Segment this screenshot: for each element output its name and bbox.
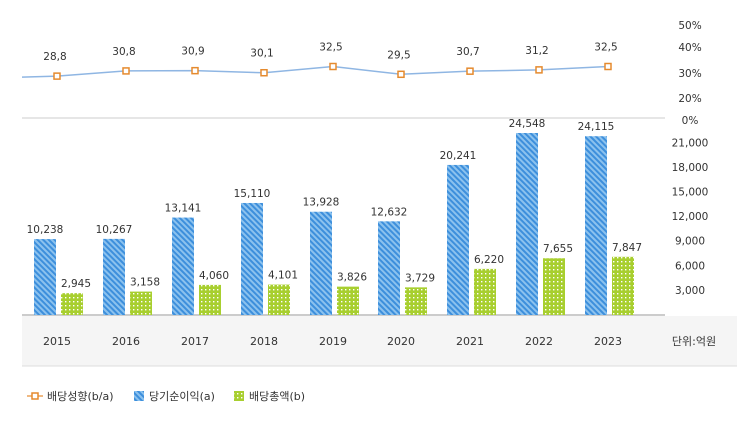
x-axis-label: 2017 — [181, 335, 209, 348]
payout-ratio-value-label: 31,2 — [525, 45, 548, 57]
net-income-bar — [447, 164, 469, 315]
net-income-bar — [103, 238, 125, 315]
net-income-value-label: 24,548 — [509, 118, 546, 130]
legend-marker-swatch — [31, 392, 39, 400]
x-axis-label: 2016 — [112, 335, 140, 348]
dividend-total-value-label: 4,060 — [199, 270, 229, 282]
dividend-total-value-label: 2,945 — [61, 278, 91, 290]
net-income-bar — [310, 211, 332, 315]
y-axis-bottom-ticks: 21,000 18,000 15,000 12,000 9,000 6,000 3,000 — [672, 137, 709, 297]
x-axis-labels: 2015 2016 2017 2018 2019 2020 2021 2022 2023 — [43, 335, 622, 348]
dividend-total-value-label: 7,655 — [543, 243, 573, 255]
legend-hatch-swatch — [134, 391, 144, 401]
payout-ratio-point — [329, 62, 337, 71]
payout-ratio-point — [53, 72, 61, 80]
net-income-value-label: 13,141 — [165, 203, 202, 215]
payout-ratio-value-label: 32,5 — [594, 42, 617, 54]
dividend-total-bars — [61, 256, 634, 315]
dividend-total-value-label: 6,220 — [474, 254, 504, 266]
legend: 배당성향(b/a) 당기순이익(a) 배당총액(b) — [27, 390, 305, 403]
bar-value-labels: 10,238 2,945 10,267 3,158 13,141 4,060 15,110 4… — [27, 118, 642, 290]
y-top-tick-label: 30% — [678, 68, 701, 80]
payout-ratio-value-label: 30,8 — [112, 46, 135, 58]
legend-dots-swatch — [234, 391, 244, 401]
dividend-total-bar — [130, 291, 152, 315]
dividend-total-value-label: 7,847 — [612, 242, 642, 254]
payout-ratio-value-label: 30,1 — [250, 48, 273, 60]
dividend-total-value-label: 3,826 — [337, 272, 367, 284]
payout-ratio-value-label: 30,9 — [181, 46, 204, 58]
dividend-total-bar — [612, 256, 634, 315]
x-axis-label: 2018 — [250, 335, 278, 348]
net-income-bar — [585, 136, 607, 315]
y-bottom-tick-label: 3,000 — [675, 285, 705, 297]
dividend-total-bar — [61, 293, 83, 315]
legend-item-dividend-total: 배당총액(b) — [234, 390, 305, 403]
net-income-value-label: 10,267 — [96, 224, 133, 236]
payout-ratio-point — [535, 66, 543, 74]
unit-label: 단위:억원 — [672, 335, 716, 348]
payout-ratio-value-label: 30,7 — [456, 46, 479, 58]
y-bottom-tick-label: 12,000 — [672, 211, 709, 223]
x-axis-label: 2021 — [456, 335, 484, 348]
x-axis-label: 2020 — [387, 335, 415, 348]
dividend-total-value-label: 4,101 — [268, 270, 298, 282]
net-income-value-label: 20,241 — [440, 150, 477, 162]
dividend-total-value-label: 3,729 — [405, 272, 435, 284]
net-income-bars — [34, 133, 607, 315]
payout-ratio-point — [397, 70, 405, 79]
payout-ratio-point — [604, 62, 612, 71]
payout-ratio-line — [21, 65, 609, 78]
payout-ratio-value-label: 28,8 — [43, 51, 66, 63]
y-bottom-tick-label: 9,000 — [675, 236, 705, 248]
dividend-total-value-label: 3,158 — [130, 277, 160, 289]
y-top-tick-label: 50% — [678, 20, 701, 32]
payout-ratio-point — [260, 68, 268, 77]
legend-item-payout-ratio: 배당성향(b/a) — [27, 390, 114, 403]
net-income-bar — [172, 217, 194, 315]
dividend-total-bar — [337, 286, 359, 315]
legend-label-payout-ratio: 배당성향(b/a) — [47, 390, 114, 403]
y-top-tick-label: 40% — [678, 42, 701, 54]
plot-frame — [22, 117, 737, 367]
y-top-tick-label: 0% — [682, 115, 699, 127]
y-bottom-tick-label: 6,000 — [675, 260, 705, 272]
payout-ratio-value-label: 29,5 — [387, 49, 410, 61]
y-bottom-tick-label: 15,000 — [672, 187, 709, 199]
dividend-total-bar — [474, 268, 496, 315]
net-income-value-label: 13,928 — [303, 197, 340, 209]
x-axis-label: 2022 — [525, 335, 553, 348]
net-income-value-label: 10,238 — [27, 224, 64, 236]
net-income-value-label: 12,632 — [371, 206, 408, 218]
payout-ratio-series: 28,8 30,8 30,9 30,1 32,5 29,5 30,7 31,2 32,5 — [21, 42, 618, 80]
dividend-total-bar — [405, 287, 427, 315]
legend-label-net-income: 당기순이익(a) — [149, 390, 215, 403]
legend-item-net-income: 당기순이익(a) — [134, 390, 215, 403]
net-income-value-label: 24,115 — [578, 121, 615, 133]
payout-ratio-point — [122, 67, 130, 75]
payout-ratio-point — [191, 66, 199, 75]
net-income-value-label: 15,110 — [234, 188, 271, 200]
x-axis-label: 2019 — [319, 335, 347, 348]
net-income-bar — [241, 202, 263, 315]
legend-label-dividend-total: 배당총액(b) — [249, 390, 305, 403]
net-income-bar — [378, 221, 400, 315]
y-top-tick-label: 20% — [678, 93, 701, 105]
y-bottom-tick-label: 21,000 — [672, 137, 709, 149]
dividend-total-bar — [268, 284, 290, 315]
y-axis-top-ticks: 50% 40% 30% 20% 0% — [678, 20, 701, 127]
payout-ratio-value-label: 32,5 — [319, 42, 342, 54]
x-axis-band — [22, 316, 737, 366]
payout-ratio-point — [466, 67, 474, 75]
y-bottom-tick-label: 18,000 — [672, 162, 709, 174]
net-income-bar — [516, 133, 538, 315]
net-income-bar — [34, 239, 56, 315]
x-axis-label: 2015 — [43, 335, 71, 348]
dividend-total-bar — [543, 258, 565, 315]
dividend-total-bar — [199, 284, 221, 315]
x-axis-label: 2023 — [594, 335, 622, 348]
